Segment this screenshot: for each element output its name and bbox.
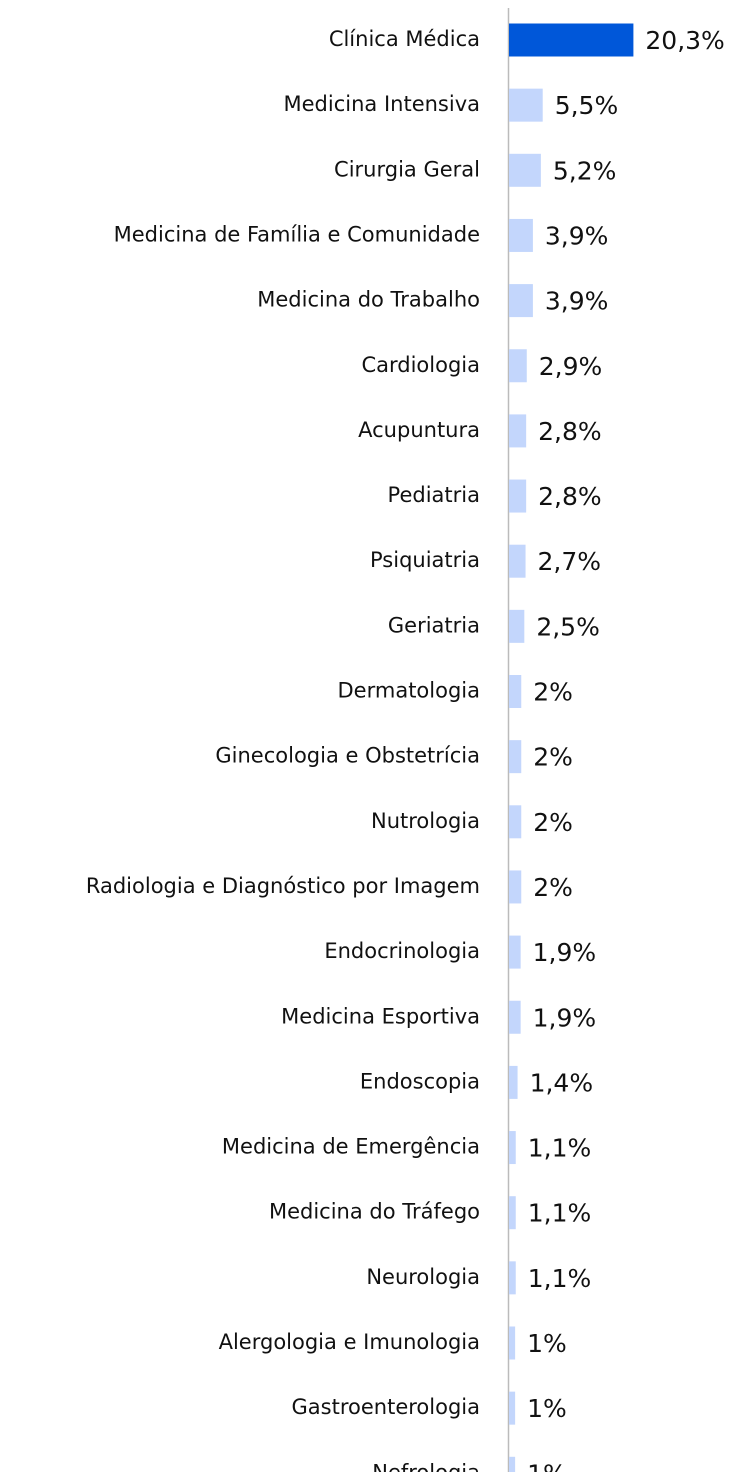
value-label: 20,3% xyxy=(645,26,724,55)
value-label: 5,5% xyxy=(555,91,619,120)
category-label: Clínica Médica xyxy=(329,27,480,51)
bar xyxy=(509,740,522,774)
value-label: 2,8% xyxy=(538,482,602,511)
bar xyxy=(509,1131,516,1165)
category-label: Psiquiatria xyxy=(370,548,480,572)
bar xyxy=(509,1326,516,1360)
bar xyxy=(509,544,526,578)
value-label: 2% xyxy=(533,678,573,707)
value-label: 1% xyxy=(527,1329,567,1358)
category-label: Pediatria xyxy=(388,483,480,507)
category-label: Alergologia e Imunologia xyxy=(219,1330,480,1354)
value-label: 1% xyxy=(527,1394,567,1423)
bar xyxy=(509,870,522,904)
bar xyxy=(509,1456,516,1472)
value-label: 1,9% xyxy=(533,1003,597,1032)
value-label: 1,1% xyxy=(528,1264,592,1293)
value-label: 2% xyxy=(533,743,573,772)
category-label: Medicina do Trabalho xyxy=(257,288,480,312)
category-label: Nutrologia xyxy=(371,809,480,833)
bar xyxy=(509,23,634,57)
value-label: 2% xyxy=(533,873,573,902)
bar xyxy=(509,88,543,122)
value-label: 2,9% xyxy=(539,352,603,381)
category-label: Endocrinologia xyxy=(324,939,480,963)
bar xyxy=(509,349,527,383)
category-label: Nefrologia xyxy=(372,1460,480,1472)
category-label: Medicina Esportiva xyxy=(281,1004,480,1028)
bar xyxy=(509,609,525,643)
category-label: Medicina Intensiva xyxy=(284,92,480,116)
bar xyxy=(509,479,527,513)
category-label: Medicina do Tráfego xyxy=(269,1200,480,1224)
value-label: 1,9% xyxy=(533,938,597,967)
bar xyxy=(509,218,533,252)
category-label: Ginecologia e Obstetrícia xyxy=(215,744,480,768)
category-label: Acupuntura xyxy=(358,418,480,442)
value-label: 1,4% xyxy=(530,1068,594,1097)
bar xyxy=(509,153,541,187)
bar xyxy=(509,1196,516,1230)
bar xyxy=(509,414,527,448)
bar xyxy=(509,805,522,839)
bar xyxy=(509,935,521,969)
value-label: 1,1% xyxy=(528,1199,592,1228)
value-label: 5,2% xyxy=(553,156,617,185)
bar xyxy=(509,675,522,708)
value-label: 2,5% xyxy=(536,612,600,641)
bar xyxy=(509,284,533,318)
category-label: Cirurgia Geral xyxy=(334,157,480,181)
category-label: Neurologia xyxy=(366,1265,480,1289)
category-label: Geriatria xyxy=(388,613,480,637)
value-label: 2,7% xyxy=(538,547,602,576)
value-label: 2% xyxy=(533,808,573,837)
category-label: Gastroenterologia xyxy=(292,1395,480,1419)
value-label: 2,8% xyxy=(538,417,602,446)
category-label: Endoscopia xyxy=(360,1069,480,1093)
value-label: 1% xyxy=(527,1459,567,1472)
category-label: Radiologia e Diagnóstico por Imagem xyxy=(86,874,480,898)
value-label: 3,9% xyxy=(545,221,609,250)
bar xyxy=(509,1391,516,1425)
category-label: Medicina de Emergência xyxy=(222,1135,480,1159)
bar xyxy=(509,1261,516,1295)
value-label: 1,1% xyxy=(528,1134,592,1163)
bar xyxy=(509,1000,521,1034)
value-label: 3,9% xyxy=(545,287,609,316)
bar xyxy=(509,1065,518,1099)
category-label: Dermatologia xyxy=(338,679,480,703)
category-label: Cardiologia xyxy=(361,353,480,377)
category-label: Medicina de Família e Comunidade xyxy=(114,222,480,246)
